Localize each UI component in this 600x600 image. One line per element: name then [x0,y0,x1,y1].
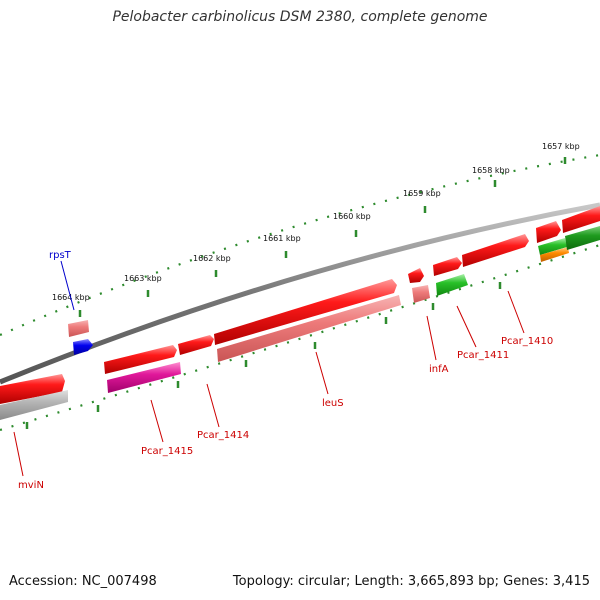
gene-arrow-red-right-2[interactable] [562,206,600,233]
scale-ring-inner [0,243,600,432]
kbp-label: 1661 kbp [263,234,301,243]
feature-gray-mviN[interactable] [0,390,68,420]
feature-darkgreen-right[interactable] [565,226,600,250]
gene-label-mviN[interactable]: mviN [18,480,44,491]
gene-arrow-Pcar_1410[interactable] [462,234,529,267]
feature-orange-right[interactable] [540,247,569,262]
gene-label-Pcar_1414[interactable]: Pcar_1414 [197,430,249,441]
feature-green-right-1[interactable] [538,238,567,255]
kbp-label: 1660 kbp [333,212,371,221]
label-leader-lines [13,260,525,477]
gene-arrow-mviN[interactable] [0,374,65,404]
gene-arrow-rpsT[interactable] [73,339,93,355]
feature-green-Pcar_1411[interactable] [436,274,468,296]
gene-label-infA[interactable]: infA [429,364,449,375]
scale-ring-outer [0,153,600,337]
scale-inner-ticks [25,282,502,429]
genome-summary-text: Topology: circular; Length: 3,665,893 bp… [232,574,590,589]
feature-magenta-Pcar_1415[interactable] [107,362,181,393]
gene-arrow-infA[interactable] [408,268,424,283]
gene-label-leuS[interactable]: leuS [322,398,344,409]
kbp-label: 1659 kbp [403,189,441,198]
gene-label-Pcar_1410[interactable]: Pcar_1410 [501,336,553,347]
gene-label-Pcar_1411[interactable]: Pcar_1411 [457,350,509,361]
kbp-label: 1662 kbp [193,254,231,263]
gene-arrow-leuS[interactable] [214,279,397,345]
kbp-label: 1658 kbp [472,166,510,175]
gene-label-Pcar_1415[interactable]: Pcar_1415 [141,446,193,457]
feature-pink-leuS[interactable] [217,295,401,362]
gene-label-rpsT[interactable]: rpsT [49,250,72,261]
gene-arrow-Pcar_1414[interactable] [178,335,214,355]
gene-arrow-Pcar_1415[interactable] [104,345,177,374]
map-title: Pelobacter carbinolicus DSM 2380, comple… [112,9,488,25]
feature-pink-rpsT[interactable] [68,320,89,337]
kbp-label: 1663 kbp [124,274,162,283]
gene-arrow-Pcar_1411[interactable] [433,257,462,276]
gene-arrow-red-right-1[interactable] [536,221,561,243]
scale-major-ticks [78,157,567,317]
genome-backbone [0,202,600,385]
feature-pink-infA[interactable] [412,285,430,303]
accession-text: Accession: NC_007498 [9,574,157,589]
kbp-label: 1657 kbp [542,142,580,151]
